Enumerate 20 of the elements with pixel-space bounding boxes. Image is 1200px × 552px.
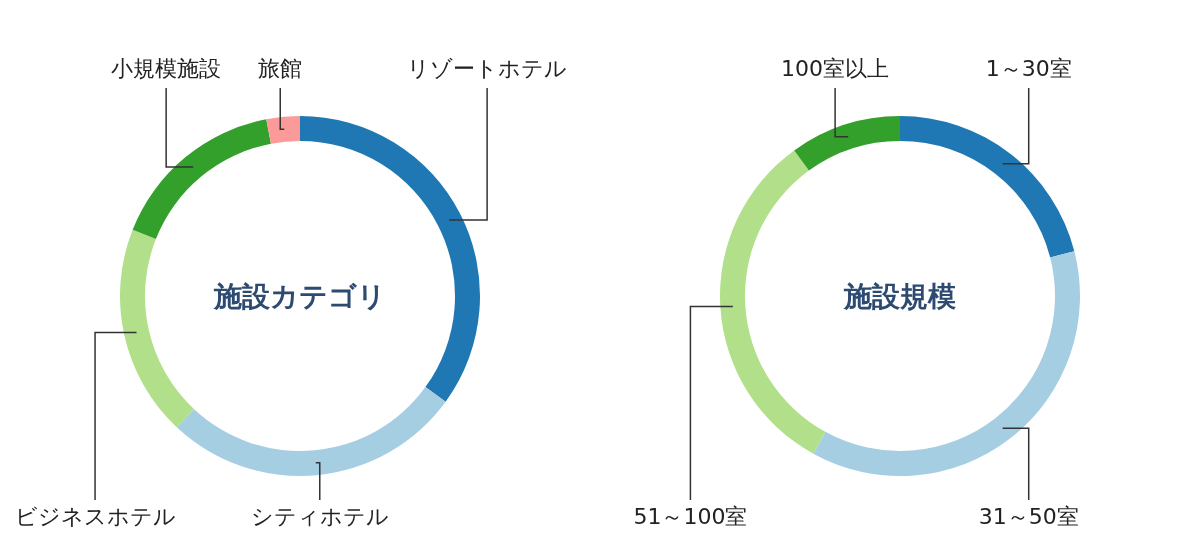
slice-label: 1～30室 [985, 56, 1072, 81]
slice-label: 小規模施設 [111, 56, 222, 81]
slice-label: 31～50室 [978, 504, 1079, 529]
slice-label: 100室以上 [781, 56, 890, 81]
text: 施設規模 [843, 279, 956, 313]
slice-label: リゾートホテル [407, 56, 568, 81]
donut-slice [176, 387, 446, 476]
donut-slice [900, 116, 1075, 258]
text: 施設カテゴリ [213, 279, 386, 313]
donut-slice [813, 251, 1080, 476]
slice-label: 旅館 [258, 56, 303, 81]
donut-slice [120, 229, 194, 428]
donut-slice [794, 116, 900, 171]
donut-slice [266, 116, 300, 144]
slice-label: 51～100室 [633, 504, 748, 529]
donut-slice [132, 119, 271, 239]
slice-label: ビジネスホテル [14, 504, 176, 529]
donut-slice [300, 116, 480, 402]
donut-slice [720, 150, 826, 454]
slice-label: シティホテル [250, 504, 389, 529]
